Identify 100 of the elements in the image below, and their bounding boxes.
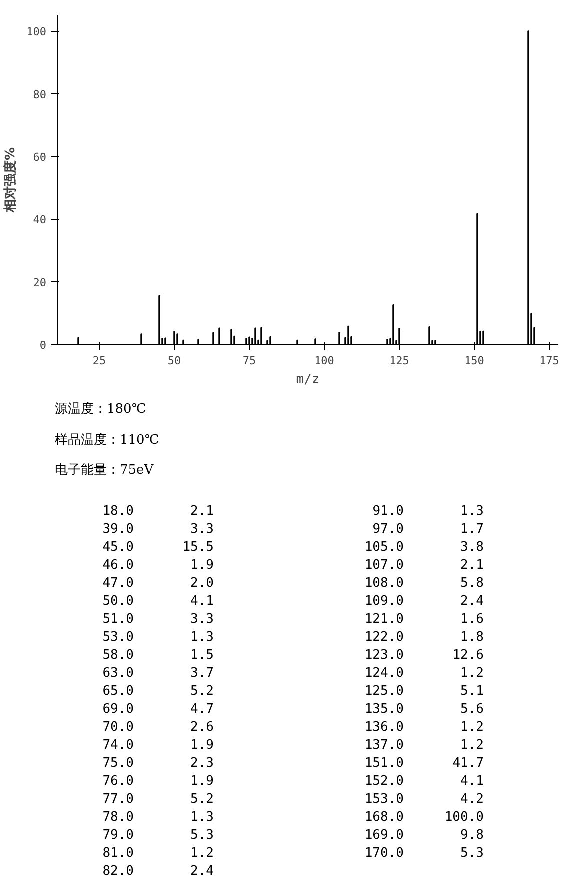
text: 1.8 — [460, 628, 485, 647]
x-tick-label: 150 — [464, 354, 484, 368]
text: 121.0 — [364, 610, 405, 629]
y-axis-title: 相对强度% — [2, 147, 19, 214]
text: 4.1 — [190, 592, 215, 611]
text: 1.9 — [190, 556, 215, 575]
text: 97.0 — [372, 520, 405, 539]
text: 125.0 — [364, 682, 405, 701]
text: 65.0 — [102, 682, 135, 701]
text: 2.0 — [190, 574, 215, 593]
text: 2.4 — [460, 592, 485, 611]
text: 70.0 — [102, 718, 135, 737]
text: 76.0 — [102, 772, 135, 791]
text: 1.2 — [460, 718, 485, 737]
text: 5.6 — [460, 700, 485, 719]
text: 91.0 — [372, 502, 405, 521]
text: 74.0 — [102, 736, 135, 755]
text: 122.0 — [364, 628, 405, 647]
text: 12.6 — [452, 646, 485, 665]
text: 18.0 — [102, 502, 135, 521]
text: 168.0 — [364, 808, 405, 827]
x-tick-label: 100 — [314, 354, 334, 368]
text: 82.0 — [102, 862, 135, 881]
text: 3.3 — [190, 610, 215, 629]
text: 5.1 — [460, 682, 485, 701]
text: 69.0 — [102, 700, 135, 719]
x-tick-label: 25 — [92, 354, 106, 368]
text: 50.0 — [102, 592, 135, 611]
text: 源温度：180℃ — [55, 401, 148, 419]
text: 1.7 — [460, 520, 485, 539]
text: 1.9 — [190, 772, 215, 791]
text: 1.6 — [460, 610, 485, 629]
text: 样品温度：110℃ — [55, 432, 160, 450]
text: 5.8 — [460, 574, 485, 593]
text: 100.0 — [444, 808, 485, 827]
text: 1.3 — [190, 808, 215, 827]
text: 124.0 — [364, 664, 405, 683]
x-tick-label: 50 — [168, 354, 182, 368]
text: 1.9 — [190, 736, 215, 755]
text: 53.0 — [102, 628, 135, 647]
text: 41.7 — [452, 754, 485, 773]
text: 1.3 — [460, 502, 485, 521]
text: 1.3 — [190, 628, 215, 647]
y-tick-label: 60 — [33, 151, 47, 164]
y-tick-label: 100 — [26, 26, 47, 39]
text: 4.7 — [190, 700, 215, 719]
text: 1.5 — [190, 646, 215, 665]
text: 47.0 — [102, 574, 135, 593]
text: 4.2 — [460, 790, 485, 809]
text: 136.0 — [364, 718, 405, 737]
text: 39.0 — [102, 520, 135, 539]
text: 63.0 — [102, 664, 135, 683]
text: 2.4 — [190, 862, 215, 881]
text: 78.0 — [102, 808, 135, 827]
text: 108.0 — [364, 574, 405, 593]
text: 79.0 — [102, 826, 135, 845]
text: 45.0 — [102, 538, 135, 557]
text: 109.0 — [364, 592, 405, 611]
text: 15.5 — [182, 538, 215, 557]
text: 3.3 — [190, 520, 215, 539]
text: 107.0 — [364, 556, 405, 575]
y-tick-label: 0 — [40, 339, 46, 352]
text: 105.0 — [364, 538, 405, 557]
text: 81.0 — [102, 844, 135, 863]
x-tick-label: 75 — [242, 354, 256, 368]
text: 51.0 — [102, 610, 135, 629]
text: 75.0 — [102, 754, 135, 773]
text: 5.2 — [190, 682, 215, 701]
text: 电子能量：75eV — [55, 462, 155, 480]
text: 153.0 — [364, 790, 405, 809]
text: 2.6 — [190, 718, 215, 737]
text: 5.3 — [190, 826, 215, 845]
text: 137.0 — [364, 736, 405, 755]
text: 5.3 — [460, 844, 485, 863]
text: 2.3 — [190, 754, 215, 773]
text: 151.0 — [364, 754, 405, 773]
text: 9.8 — [460, 826, 485, 845]
text: 1.2 — [190, 844, 215, 863]
text: 170.0 — [364, 844, 405, 863]
text: 77.0 — [102, 790, 135, 809]
text: 5.2 — [190, 790, 215, 809]
text: 3.8 — [460, 538, 485, 557]
text: 152.0 — [364, 772, 405, 791]
text: 58.0 — [102, 646, 135, 665]
text: 2.1 — [190, 502, 215, 521]
x-tick-label: 175 — [540, 354, 560, 368]
text: 1.2 — [460, 664, 485, 683]
y-tick-label: 40 — [33, 214, 47, 227]
text: 4.1 — [460, 772, 485, 791]
text: 123.0 — [364, 646, 405, 665]
text: 3.7 — [190, 664, 215, 683]
text: 169.0 — [364, 826, 405, 845]
text: 1.2 — [460, 736, 485, 755]
y-tick-label: 20 — [33, 276, 47, 290]
x-axis-title: m/z — [296, 372, 320, 388]
text: 135.0 — [364, 700, 405, 719]
y-tick-label: 80 — [33, 88, 47, 102]
text: 46.0 — [102, 556, 135, 575]
text: 2.1 — [460, 556, 485, 575]
x-tick-label: 125 — [390, 354, 410, 368]
